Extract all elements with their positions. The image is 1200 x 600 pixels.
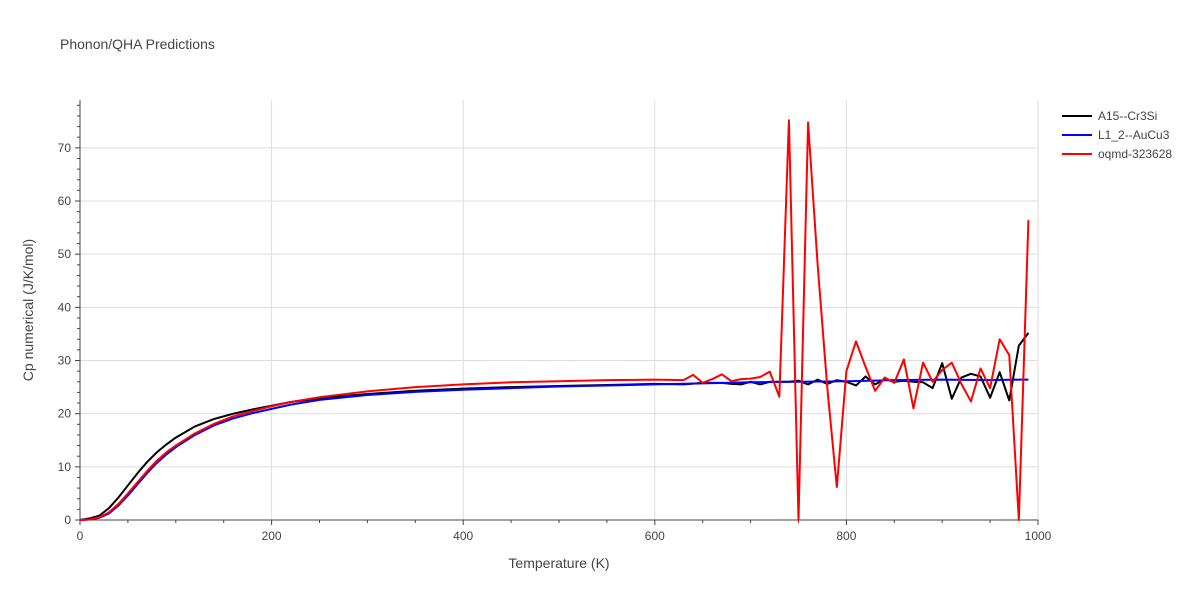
y-tick-label: 70 [58,141,72,155]
y-tick-label: 40 [58,300,72,314]
y-tick-label: 60 [58,194,72,208]
legend-label[interactable]: oqmd-323628 [1098,147,1172,161]
x-tick-label: 400 [453,529,473,543]
legend-label[interactable]: L1_2--AuCu3 [1098,128,1170,142]
x-tick-label: 1000 [1025,529,1052,543]
x-axis-title: Temperature (K) [508,555,609,571]
y-axis-title: Cp numerical (J/K/mol) [20,239,36,381]
gridlines [80,100,1039,520]
y-tick-label: 20 [58,407,72,421]
y-tick-label: 10 [58,460,72,474]
x-tick-label: 0 [77,529,84,543]
chart-title: Phonon/QHA Predictions [60,36,215,52]
y-tick-label: 30 [58,354,72,368]
legend[interactable]: A15--Cr3Si L1_2--AuCu3 oqmd-323628 [1062,109,1172,161]
x-tick-label: 800 [836,529,856,543]
axes: 0 200 400 600 800 1000 0 10 20 30 40 50 60 70 [58,100,1052,543]
series-line-3[interactable] [79,119,1030,521]
series-line-2[interactable] [79,378,1029,521]
x-tick-label: 600 [645,529,665,543]
y-tick-label: 50 [58,247,72,261]
x-tick-label: 200 [262,529,282,543]
legend-label[interactable]: A15--Cr3Si [1098,109,1157,123]
series-lines [79,119,1030,521]
y-tick-label: 0 [64,513,71,527]
